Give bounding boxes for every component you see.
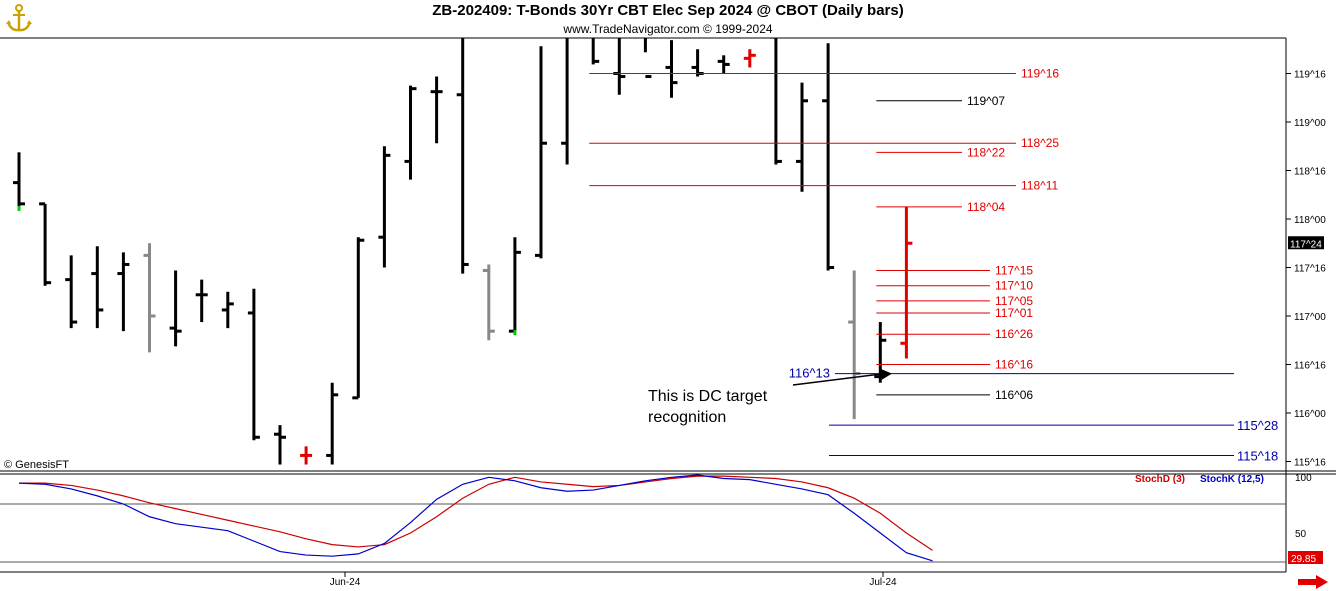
ohlc-bar	[848, 270, 861, 420]
last-price-box	[1288, 236, 1324, 250]
level-label: 116^06	[995, 388, 1033, 402]
stoch-line	[18, 474, 933, 562]
level-label: 116^16	[995, 358, 1033, 372]
x-tick-label: Jul-24	[869, 577, 897, 588]
ohlc-bar	[717, 55, 730, 74]
y-tick-label: 118^16	[1294, 167, 1326, 178]
y-tick-label: 119^16	[1294, 70, 1326, 81]
ohlc-bar	[404, 85, 417, 180]
stoch-line	[19, 475, 933, 551]
ohlc-bar	[430, 76, 443, 144]
annotation-layer: This is DC target recognition	[648, 368, 892, 426]
copyright-text: © GenesisFT	[4, 459, 69, 471]
annotation-arrowhead-icon	[880, 368, 892, 380]
annotation-arrow-line	[792, 372, 885, 386]
stoch-last-label: 29.85	[1291, 554, 1316, 565]
ohlc-bar	[796, 82, 808, 192]
level-label: 118^25	[1021, 136, 1059, 150]
ohlc-bar	[561, 38, 569, 165]
ohlc-bar	[91, 246, 104, 329]
date-axis: Jun-24 Jul-24	[330, 572, 897, 588]
ohlc-bar	[482, 264, 495, 341]
ohlc-bar	[221, 291, 234, 329]
y-tick-label: 118^00	[1294, 215, 1326, 226]
ohlc-bar	[665, 40, 678, 98]
ohlc-bar	[378, 146, 391, 268]
stoch-y-tick-label: 100	[1295, 473, 1312, 484]
ohlc-bar	[591, 38, 600, 65]
ohlc-bar	[691, 49, 704, 77]
level-label: 115^18	[1237, 448, 1278, 463]
ohlc-bar	[195, 279, 208, 323]
anchor-logo-icon	[6, 4, 32, 32]
y-tick-label: 115^16	[1294, 458, 1326, 469]
ohlc-bar	[143, 243, 156, 353]
y-tick-label: 117^00	[1294, 312, 1326, 323]
y-tick-label: 116^16	[1294, 361, 1326, 372]
level-label: 119^07	[967, 94, 1005, 108]
ohlc-bar	[169, 270, 182, 347]
ohlc-bar	[65, 255, 78, 329]
ohlc-bar	[900, 206, 913, 359]
level-label: 118^04	[967, 200, 1005, 214]
level-label: 115^28	[1237, 418, 1278, 433]
ohlc-bar	[743, 49, 756, 68]
ohlc-bar	[13, 152, 25, 211]
level-label: 119^16	[1021, 67, 1059, 81]
scroll-right-arrow-icon[interactable]	[1298, 575, 1328, 589]
annotation-text: This is DC target	[648, 388, 768, 405]
y-tick-label: 116^00	[1294, 409, 1326, 420]
price-bars-layer	[13, 38, 913, 465]
legend-stochk: StochK (12,5)	[1200, 474, 1264, 485]
level-label: 117^15	[995, 264, 1033, 278]
ohlc-bar	[326, 382, 339, 465]
green-signal-mark	[17, 205, 21, 211]
ohlc-bar	[613, 38, 626, 95]
ohlc-bar	[274, 425, 286, 465]
ohlc-bar	[39, 202, 52, 286]
ohlc-bar	[352, 237, 365, 400]
ohlc-bar	[117, 252, 130, 332]
level-label: 116^26	[995, 327, 1033, 341]
ohlc-bar	[535, 46, 547, 259]
stoch-last-box	[1288, 551, 1323, 564]
level-lines-layer: 119^16118^25118^22118^11118^04117^15117^…	[589, 67, 1278, 463]
chart-frame	[0, 37, 1336, 573]
ohlc-bar	[822, 43, 835, 271]
level-label: 116^13	[789, 366, 830, 381]
stochastic-panel: 50 100 StochD (3) StochK (12,5) 29.85	[0, 473, 1323, 565]
level-label: 117^10	[995, 279, 1033, 293]
legend-stochd: StochD (3)	[1135, 474, 1185, 485]
ohlc-bar	[456, 38, 469, 274]
ohlc-bar	[508, 237, 521, 336]
level-label: 118^22	[967, 145, 1005, 159]
level-label: 117^05	[995, 294, 1033, 308]
annotation-text: recognition	[648, 409, 726, 426]
chart-title: ZB-202409: T-Bonds 30Yr CBT Elec Sep 202…	[432, 2, 904, 19]
ohlc-bar	[247, 288, 260, 441]
chart-subtitle: www.TradeNavigator.com © 1999-2024	[563, 22, 773, 36]
ohlc-bar	[300, 446, 313, 465]
ohlc-bar	[769, 38, 782, 165]
ohlc-bar	[643, 38, 652, 79]
price-axis: 115^16 116^00 116^16 117^00 117^16 118^00 118^…	[1286, 70, 1326, 469]
y-tick-label: 117^16	[1294, 264, 1326, 275]
level-label: 117^01	[995, 306, 1033, 320]
green-signal-mark	[513, 330, 517, 336]
ohlc-bar	[874, 322, 887, 383]
y-tick-label: 119^00	[1294, 118, 1326, 129]
ohlc-bars	[13, 38, 913, 465]
stoch-y-tick-label: 50	[1295, 529, 1307, 540]
x-tick-label: Jun-24	[330, 577, 361, 588]
last-price-label: 117^24	[1290, 239, 1322, 250]
level-label: 118^11	[1021, 179, 1059, 193]
